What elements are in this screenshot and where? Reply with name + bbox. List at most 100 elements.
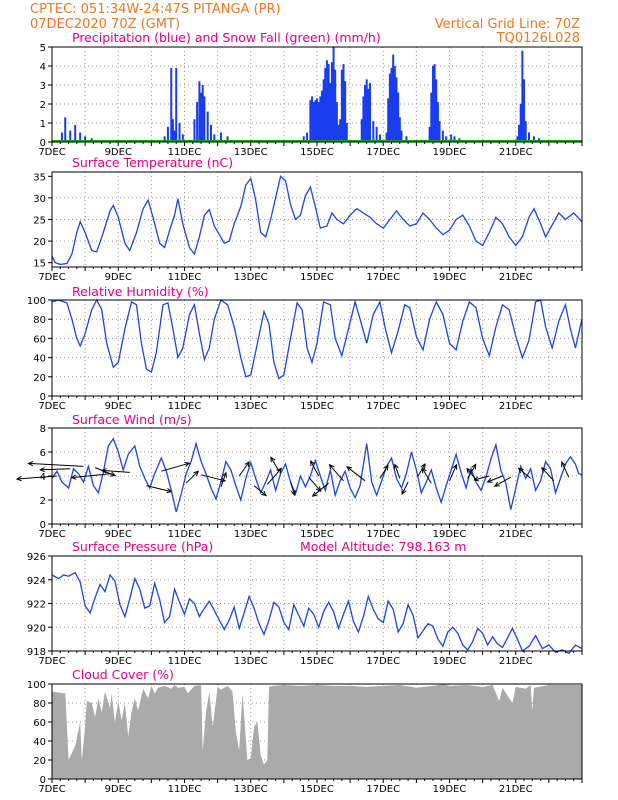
precip-bar xyxy=(516,136,519,142)
temp-xtick-label: 21DEC xyxy=(499,272,533,283)
rh-title: Relative Humidity (%) xyxy=(72,284,209,299)
precip-bar xyxy=(306,132,309,142)
header-station: CPTEC: 051:34W-24:47S PITANGA (PR) xyxy=(30,2,281,17)
precip-bar xyxy=(314,100,317,142)
precip-xtick-label: 7DEC xyxy=(38,147,65,158)
precip-bar xyxy=(518,124,521,142)
precip-bar xyxy=(388,73,391,142)
precip-ytick-label: 3 xyxy=(40,81,46,92)
cloud-title: Cloud Cover (%) xyxy=(72,667,174,682)
wind-vector xyxy=(253,485,267,497)
panels: Precipitation (blue) and Snow Fall (gree… xyxy=(15,30,583,795)
wind-ytick-label: 0 xyxy=(40,520,46,531)
temp-panel: Surface Temperature (nC) 15 20 25 30 35 7DEC 9D… xyxy=(33,155,583,283)
precip-bar xyxy=(345,123,348,142)
precip-bar xyxy=(433,64,436,142)
precip-bar xyxy=(405,136,408,142)
wind-vector xyxy=(146,485,173,494)
pressure-ytick-label: 924 xyxy=(27,576,46,587)
temp-ytick-label: 25 xyxy=(33,216,46,227)
pressure-xtick-label: 17DEC xyxy=(366,656,400,667)
cloud-xtick-label: 19DEC xyxy=(433,784,467,795)
precip-bar xyxy=(393,66,396,142)
pressure-ytick-label: 918 xyxy=(27,647,46,658)
precip-bar xyxy=(60,132,63,142)
precip-bar xyxy=(210,124,212,142)
cloud-xtick-label: 11DEC xyxy=(168,784,202,795)
cloud-xtick-label: 21DEC xyxy=(499,784,533,795)
precip-bar xyxy=(390,67,393,142)
precip-xtick-label: 11DEC xyxy=(168,147,202,158)
header-code: TQ0126L028 xyxy=(496,31,580,46)
wind-vector xyxy=(311,482,329,497)
cloud-ytick-label: 0 xyxy=(40,775,46,786)
precip-bar xyxy=(360,119,363,142)
precip-bar xyxy=(332,47,335,142)
cloud-xtick-label: 7DEC xyxy=(38,784,65,795)
header-date: 07DEC2020 70Z (GMT) xyxy=(30,17,180,32)
precip-bar xyxy=(322,79,325,142)
precip-xtick-label: 15DEC xyxy=(300,147,334,158)
wind-vector xyxy=(161,461,191,472)
precip-bar xyxy=(302,136,305,142)
precip-bar xyxy=(171,119,174,142)
wind-vector xyxy=(346,466,366,482)
temp-title: Surface Temperature (nC) xyxy=(72,155,233,170)
cloud-ytick-label: 20 xyxy=(33,756,46,767)
precip-bar xyxy=(166,126,169,142)
precip-title: Precipitation (blue) and Snow Fall (gree… xyxy=(72,30,381,45)
temp-line xyxy=(51,175,583,266)
wind-vector xyxy=(185,470,199,484)
rh-ytick-label: 80 xyxy=(33,315,46,326)
pressure-ytick-label: 922 xyxy=(27,600,46,611)
pressure-xtick-label: 7DEC xyxy=(38,656,65,667)
precip-bar xyxy=(175,67,178,142)
precip-bar xyxy=(337,124,340,142)
cloud-xtick-label: 9DEC xyxy=(105,784,132,795)
precip-bar xyxy=(367,88,370,142)
precip-bar xyxy=(196,102,199,142)
precip-bar xyxy=(324,67,327,142)
precip-bar xyxy=(181,134,184,142)
wind-vector xyxy=(310,459,320,477)
precip-ytick-label: 0 xyxy=(40,138,46,149)
wind-vector xyxy=(517,467,531,479)
precip-bar xyxy=(198,81,201,142)
temp-xtick-label: 11DEC xyxy=(168,272,202,283)
wind-xtick-label: 21DEC xyxy=(499,529,533,540)
rh-xtick-label: 19DEC xyxy=(433,401,467,412)
precip-bar xyxy=(523,79,526,142)
wind-xtick-label: 17DEC xyxy=(366,529,400,540)
precip-bar xyxy=(387,98,390,142)
precip-bar xyxy=(430,92,433,142)
precip-bar xyxy=(178,123,181,142)
precip-bar xyxy=(397,92,400,142)
precip-bar xyxy=(316,98,318,142)
pressure-xtick-label: 19DEC xyxy=(433,656,467,667)
wind-vector xyxy=(220,471,227,487)
precip-ytick-label: 4 xyxy=(40,62,46,73)
rh-xtick-label: 15DEC xyxy=(300,401,334,412)
cloud-xtick-label: 13DEC xyxy=(234,784,268,795)
precip-bar xyxy=(334,69,337,142)
precip-ytick-label: 2 xyxy=(40,100,46,111)
rh-ytick-label: 20 xyxy=(33,373,46,384)
precip-bar xyxy=(344,81,347,142)
precip-bar xyxy=(319,96,322,142)
precip-bar xyxy=(219,132,222,142)
precip-bar xyxy=(453,136,456,142)
wind-vector xyxy=(200,474,227,483)
rh-xtick-label: 17DEC xyxy=(366,401,400,412)
wind-xtick-label: 19DEC xyxy=(433,529,467,540)
precip-xtick-label: 9DEC xyxy=(105,147,132,158)
rh-ytick-label: 0 xyxy=(40,392,46,403)
pressure-ytick-label: 920 xyxy=(27,623,46,634)
precip-bar xyxy=(163,136,166,142)
wind-xtick-label: 13DEC xyxy=(234,529,268,540)
wind-vector xyxy=(417,463,426,477)
precip-bar xyxy=(385,132,388,142)
pressure-xtick-label: 9DEC xyxy=(105,656,132,667)
temp-xtick-label: 9DEC xyxy=(105,272,132,283)
precip-bar xyxy=(312,102,315,142)
precip-bar xyxy=(441,130,444,142)
